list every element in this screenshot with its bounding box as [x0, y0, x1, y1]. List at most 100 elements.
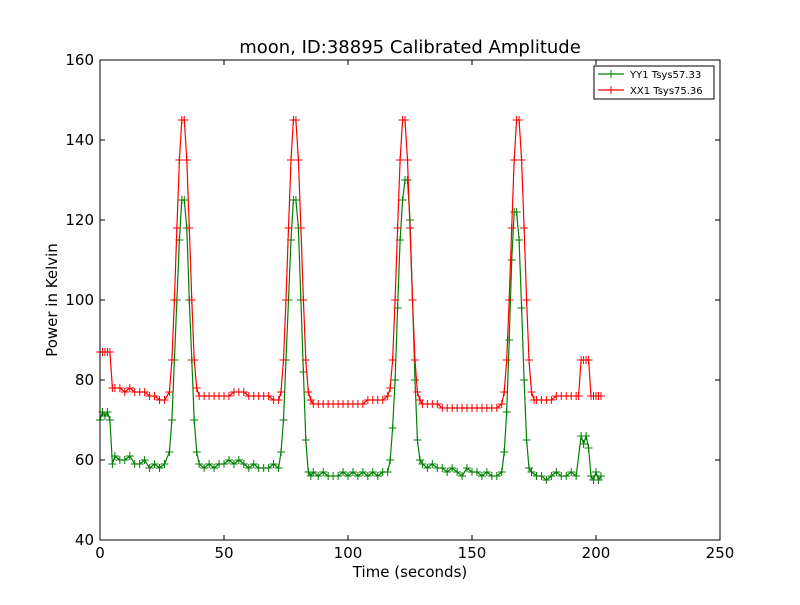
data-point	[234, 456, 243, 464]
data-point	[160, 396, 169, 404]
data-point	[180, 196, 189, 204]
data-point	[401, 116, 410, 124]
data-point	[584, 444, 593, 452]
data-point	[170, 296, 179, 304]
data-point	[115, 384, 124, 392]
data-point	[150, 460, 159, 468]
data-point	[110, 452, 119, 460]
data-point	[482, 468, 491, 476]
data-point	[383, 392, 392, 400]
data-point	[284, 224, 293, 232]
data-point	[398, 196, 407, 204]
data-point	[368, 468, 377, 476]
data-point	[520, 376, 529, 384]
data-point	[334, 472, 343, 480]
legend-box	[593, 65, 715, 100]
data-point	[592, 468, 600, 476]
data-point	[190, 416, 199, 424]
x-tick-label: 250	[706, 544, 735, 562]
data-point	[458, 472, 467, 480]
data-point	[301, 436, 310, 444]
data-point	[515, 236, 524, 244]
series-1	[96, 176, 605, 484]
y-tick-label: 160	[65, 51, 94, 69]
y-tick-label: 80	[75, 371, 94, 389]
data-point	[277, 448, 286, 456]
data-point	[103, 408, 112, 416]
data-point	[388, 424, 397, 432]
data-point	[192, 384, 201, 392]
data-point	[517, 304, 526, 312]
data-point	[433, 400, 442, 408]
data-point	[403, 156, 412, 164]
data-point	[507, 256, 516, 264]
data-point	[502, 408, 511, 416]
data-point	[120, 456, 129, 464]
data-point	[386, 384, 395, 392]
data-point	[140, 388, 149, 396]
x-tick-label: 0	[95, 544, 105, 562]
data-point	[165, 448, 174, 456]
data-point	[180, 116, 189, 124]
data-point	[522, 296, 531, 304]
series-layer	[96, 116, 605, 484]
data-point	[314, 472, 323, 480]
data-point	[363, 472, 372, 480]
ticks-layer: 0 50 100 150 200 250 40 60 80 100 120 140 160	[65, 51, 734, 562]
data-point	[396, 156, 405, 164]
data-point	[264, 392, 273, 400]
data-point	[512, 208, 521, 216]
data-point	[120, 388, 129, 396]
data-point	[515, 116, 524, 124]
data-point	[291, 116, 300, 124]
data-point	[393, 224, 402, 232]
data-point	[182, 156, 191, 164]
data-point	[505, 336, 514, 344]
legend-label-1: YY1 Tsys57.33	[629, 70, 701, 81]
y-tick-label: 100	[65, 291, 94, 309]
data-point	[309, 468, 318, 476]
data-point	[552, 468, 561, 476]
data-point	[492, 404, 501, 412]
legend-marker-1	[607, 70, 615, 78]
data-point	[279, 356, 288, 364]
data-point	[264, 464, 273, 472]
data-point	[596, 392, 605, 400]
data-point	[319, 468, 328, 476]
y-axis-label: Power in Kelvin	[43, 243, 61, 357]
y-tick-label: 40	[75, 531, 94, 549]
data-point	[125, 452, 134, 460]
data-point	[391, 296, 400, 304]
data-point	[408, 296, 417, 304]
data-point	[596, 472, 605, 480]
data-point	[167, 416, 176, 424]
data-point	[165, 388, 174, 396]
data-point	[522, 436, 531, 444]
data-point	[547, 396, 556, 404]
x-tick-label: 150	[458, 544, 487, 562]
data-point	[282, 296, 290, 304]
data-point	[391, 376, 400, 384]
data-point	[413, 388, 422, 396]
data-point	[383, 468, 392, 476]
data-point	[220, 460, 228, 468]
data-point	[291, 196, 300, 204]
legend-marker-2	[607, 86, 615, 94]
data-point	[358, 400, 367, 408]
data-point	[525, 356, 534, 364]
data-point	[353, 472, 362, 480]
x-tick-label: 200	[582, 544, 611, 562]
data-point	[472, 468, 481, 476]
data-point	[105, 416, 114, 424]
data-point	[406, 224, 414, 232]
legend: YY1 Tsys57.33 XX1 Tsys75.36	[593, 65, 715, 100]
data-point	[403, 176, 412, 184]
data-point	[582, 432, 591, 440]
data-point	[274, 464, 283, 472]
chart-title: moon, ID:38895 Calibrated Amplitude	[239, 37, 581, 58]
data-point	[358, 468, 367, 476]
data-point	[296, 224, 305, 232]
data-point	[547, 472, 556, 480]
data-point	[244, 464, 253, 472]
